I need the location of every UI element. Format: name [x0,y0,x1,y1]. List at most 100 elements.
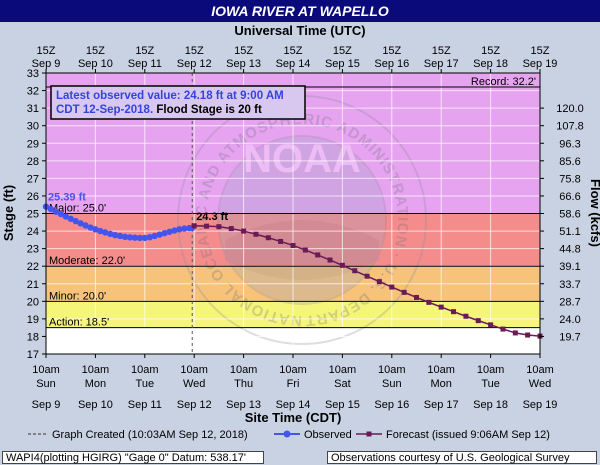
threshold-label-moderate: Moderate: 22.0' [49,255,125,267]
forecast-point [475,318,481,324]
x-axis-label: Site Time (CDT) [245,410,342,425]
observed-point [156,231,163,238]
stage-tick-label: 29 [27,138,39,150]
forecast-point [512,330,518,336]
y-axis-label: Stage (ft) [1,185,16,241]
time-tick-label: 10am [131,364,159,376]
stage-tick-label: 24 [27,226,39,238]
forecast-point [451,309,457,315]
time-tick-label: 10am [427,364,455,376]
flow-tick-label: 120.0 [556,103,584,115]
date-tick-label: Sep 13 [226,399,261,411]
flow-axis-ticks: 19.7 24.0 28.7 33.7 39.1 44.8 51.1 58.6 66.6 75.8… [540,103,584,343]
utc-date-label: Sep 10 [78,58,113,70]
legend-graph-created: Graph Created (10:03AM Sep 12, 2018) [52,429,248,441]
legend-forecast: Forecast (issued 9:06AM Sep 12) [386,429,550,441]
time-tick-label: 10am [378,364,406,376]
observed-point [166,228,173,235]
date-tick-label: Sep 17 [424,399,459,411]
observed-point [87,224,94,231]
flow-tick-label: 33.7 [559,279,580,291]
forecast-point [488,322,494,328]
observed-point [111,231,119,239]
flow-tick-label: 66.6 [559,191,580,203]
stage-tick-label: 17 [27,349,39,361]
flow-tick-label: 28.7 [559,296,580,308]
observed-point [176,226,183,233]
observed-point [102,229,109,236]
legend-observed-marker [283,430,291,438]
observed-point [151,232,158,240]
threshold-label-major: Major: 25.0' [49,203,106,215]
site-time-ticks: 10am Sun Sep 9 10am Mon Sep 10 10am Tue Sep 11 10… [32,354,557,411]
day-tick-label: Fri [287,378,300,390]
observed-value-label: 25.39 ft [48,192,86,204]
forecast-point [253,231,259,237]
utc-tick-label: 15Z [86,45,105,57]
threshold-label-action: Action: 18.5' [49,317,109,329]
latest-value-box: Latest observed value: 24.18 ft at 9:00 … [50,85,306,120]
day-tick-label: Mon [430,378,451,390]
forecast-point [463,313,469,319]
value-annotations: 25.39 ft 24.3 ft [48,192,228,223]
utc-tick-label: 15Z [185,45,204,57]
observed-point [47,205,55,213]
stage-tick-label: 25 [27,209,39,221]
observed-point [141,234,148,242]
time-tick-label: 10am [230,364,258,376]
utc-tick-label: 15Z [234,45,253,57]
flow-tick-label: 85.6 [559,156,580,168]
time-tick-label: 10am [477,364,505,376]
observed-point [131,234,139,241]
day-tick-label: Wed [529,378,551,390]
flow-tick-label: 24.0 [559,314,580,326]
forecast-point [241,228,247,234]
observed-point [62,213,69,220]
flow-tick-label: 19.7 [559,331,580,343]
stage-tick-label: 20 [27,296,39,308]
day-tick-label: Mon [85,378,106,390]
threshold-labels: Record: 32.2' Major: 25.0' Moderate: 22.0'… [46,76,540,329]
threshold-label-minor: Minor: 20.0' [49,290,106,302]
observed-point [97,227,104,235]
day-tick-label: Thu [234,378,253,390]
day-tick-label: Sat [334,378,351,390]
forecast-point [352,268,358,274]
time-tick-label: 10am [329,364,357,376]
forecast-point [376,279,382,285]
stage-tick-label: 18 [27,331,39,343]
latest-value-date: CDT 12-Sep-2018. [56,104,153,116]
utc-date-label: Sep 12 [177,58,212,70]
day-tick-label: Tue [136,378,155,390]
forecast-point [414,294,419,300]
stage-tick-label: 30 [27,121,39,133]
y2-axis-label: Flow (kcfs) [588,179,600,247]
observed-point [82,222,89,229]
observed-point [77,220,84,227]
observed-point [57,210,65,218]
observed-point [72,217,79,225]
utc-tick-label: 15Z [432,45,451,57]
forecast-value-label: 24.3 ft [196,211,228,223]
noaa-logo-text: NOAA [243,137,361,181]
stage-tick-label: 31 [27,103,39,115]
flow-tick-label: 39.1 [559,261,580,273]
forecast-point [438,304,444,310]
time-tick-label: 10am [180,364,208,376]
stage-tick-label: 23 [27,244,39,256]
flow-tick-label: 96.3 [559,138,580,150]
utc-tick-label: 15Z [531,45,550,57]
flow-tick-label: 58.6 [559,209,580,221]
day-tick-label: Wed [183,378,205,390]
observed-point [171,227,178,234]
data-series [42,203,543,339]
stage-axis-ticks: 17 18 19 20 21 22 23 24 25 26 27 28 29 30 31 32 33 [27,68,46,361]
stage-tick-label: 21 [27,279,39,291]
utc-tick-label: 15Z [284,45,303,57]
utc-tick-label: 15Z [481,45,500,57]
date-tick-label: Sep 18 [473,399,508,411]
stage-tick-label: 32 [27,86,39,98]
observed-point [181,225,188,232]
